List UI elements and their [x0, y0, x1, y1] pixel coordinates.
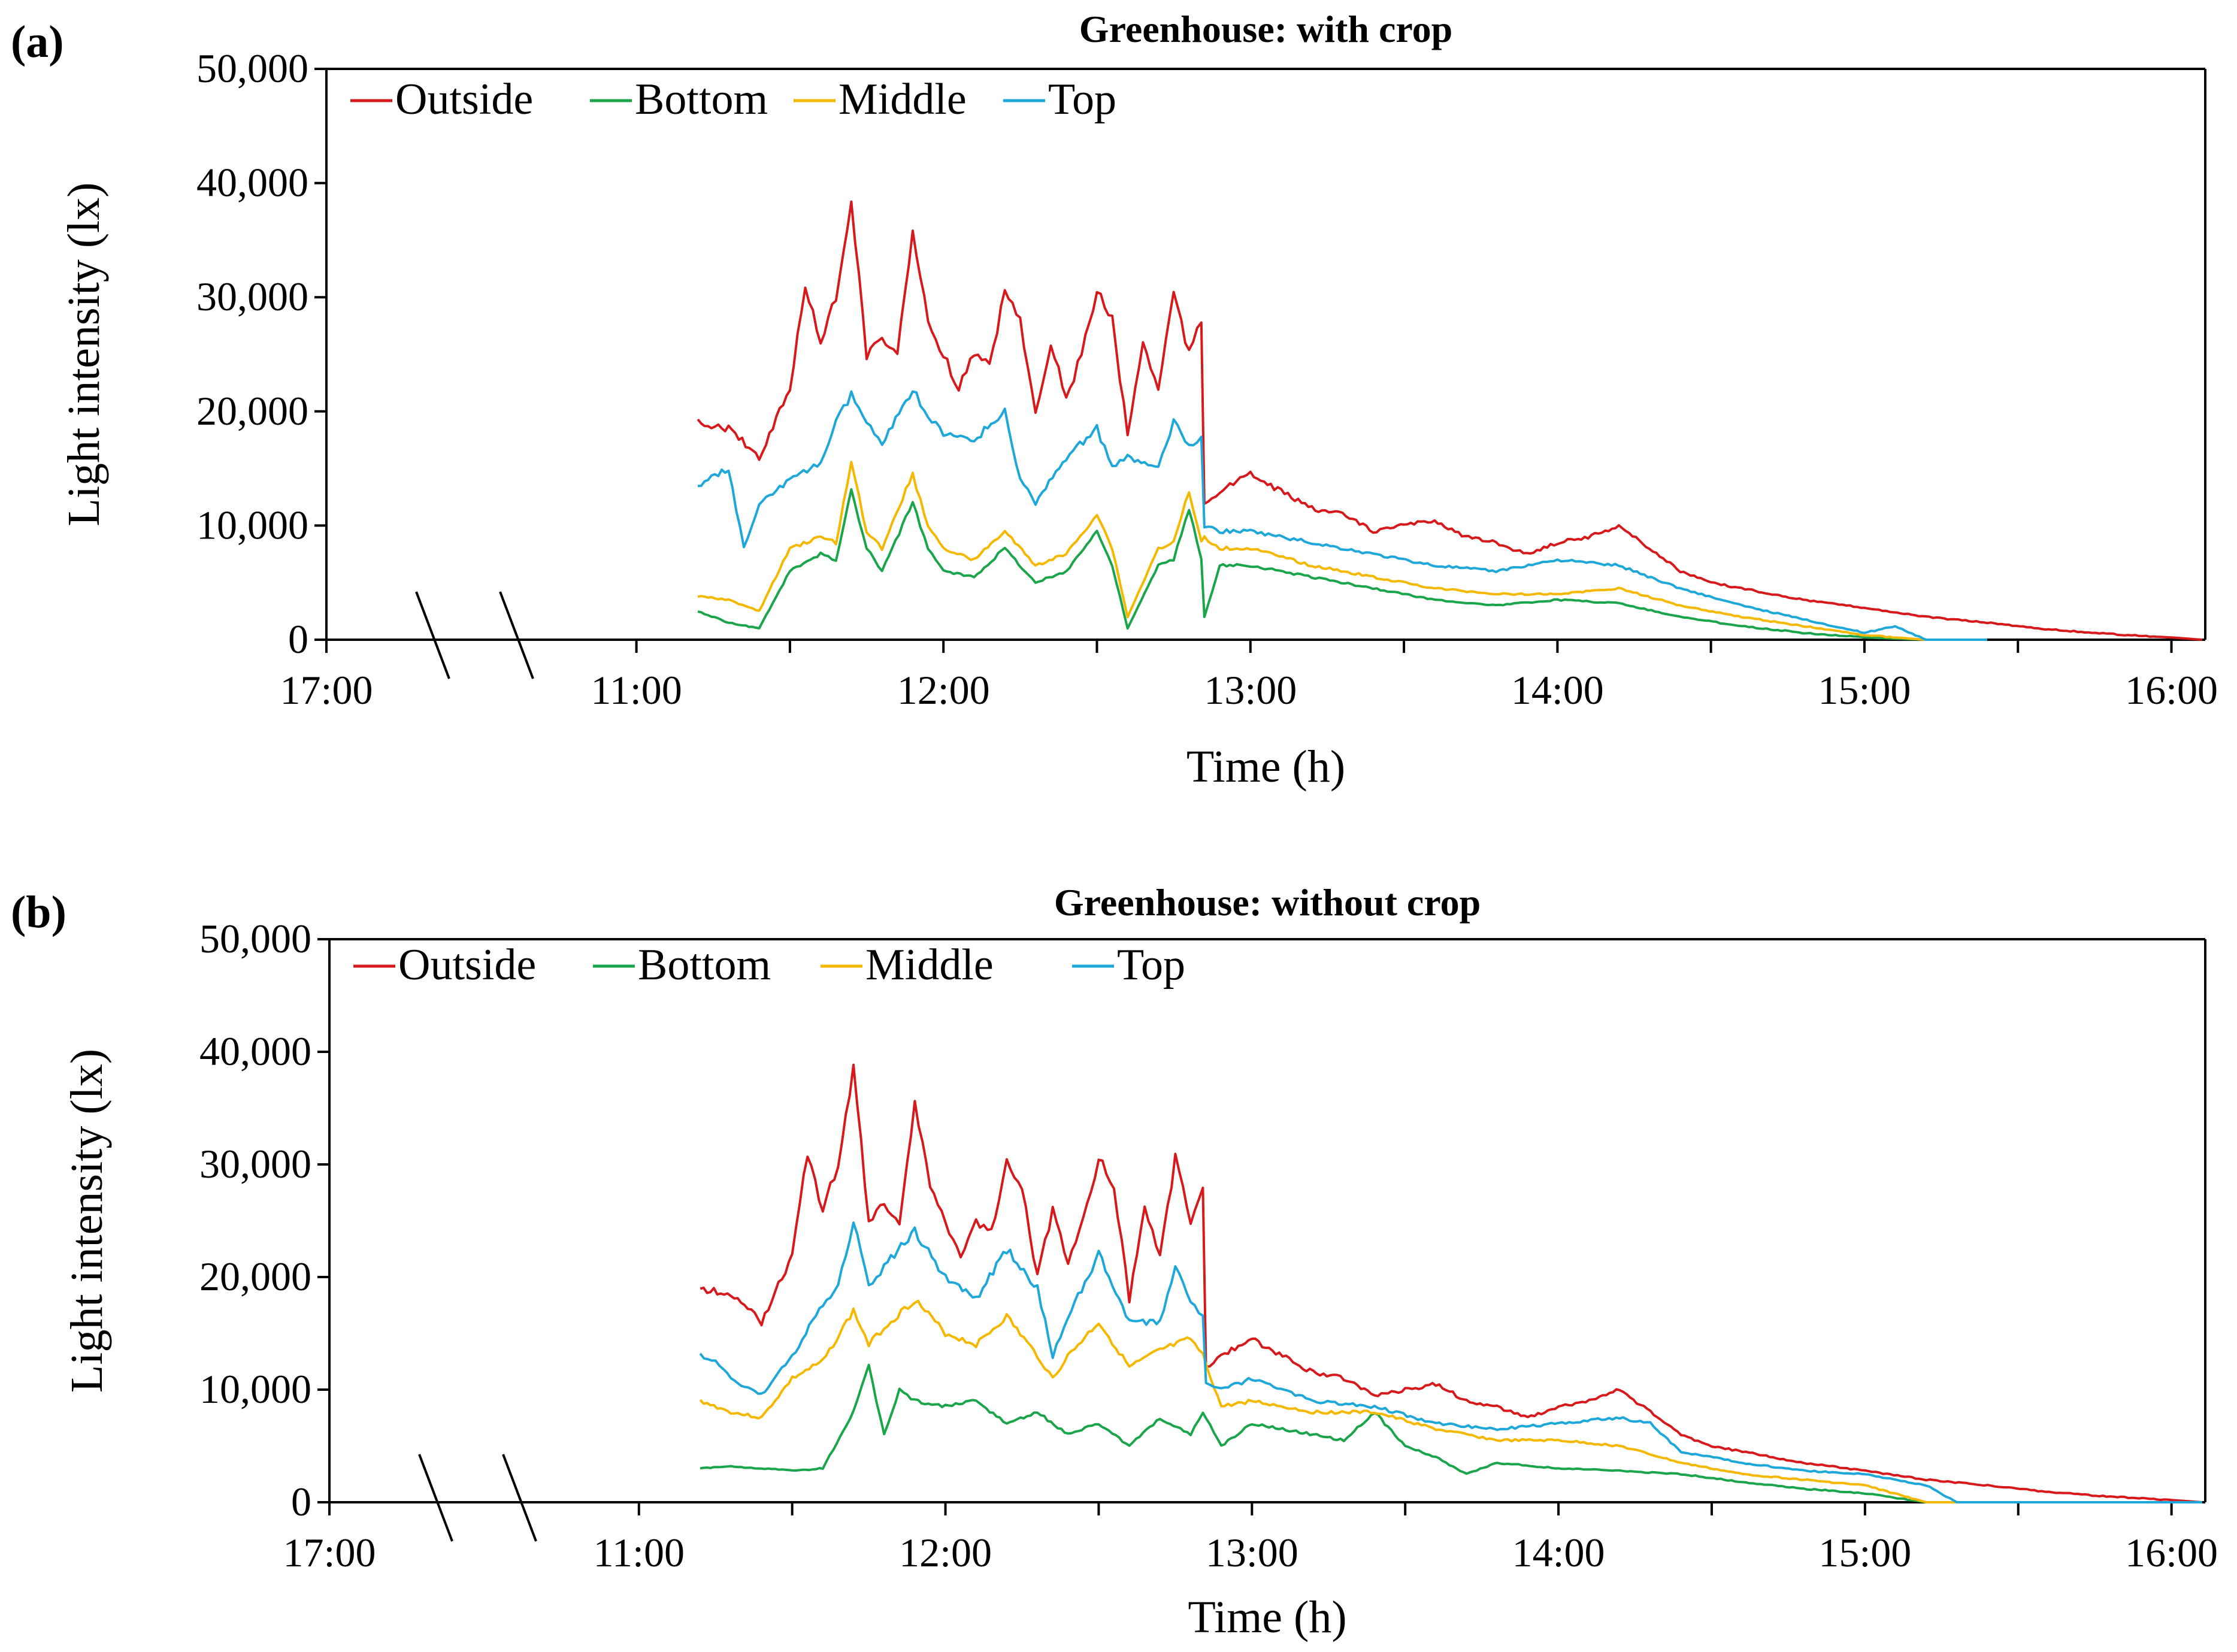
- series-line-middle: [697, 461, 1987, 641]
- series-line-bottom: [700, 1363, 1957, 1503]
- series-line-outside: [697, 200, 2202, 641]
- panel-a: (a) Greenhouse: with crop 0 10,000 20,000 30,…: [11, 8, 2218, 792]
- chart-title: Greenhouse: without crop: [1054, 881, 1481, 924]
- x-tick-label: 15:00: [1818, 667, 1911, 713]
- legend-label-top: Top: [1048, 75, 1116, 124]
- y-tick-label: 20,000: [199, 1254, 311, 1299]
- series-line-middle: [699, 1299, 1957, 1503]
- y-tick-label: 40,000: [199, 1028, 311, 1074]
- y-tick-label: 0: [288, 616, 308, 662]
- x-axis-title: Time (h): [1186, 742, 1345, 792]
- y-tick-label: 40,000: [196, 160, 308, 205]
- x-tick-label: 14:00: [1512, 1530, 1605, 1575]
- y-tick-label: 30,000: [196, 274, 308, 319]
- series-line-bottom: [697, 488, 1987, 641]
- legend-label-bottom: Bottom: [638, 940, 771, 990]
- chart-title: Greenhouse: with crop: [1079, 8, 1452, 50]
- x-tick-label: 17:00: [283, 1530, 376, 1575]
- series-line-outside: [700, 1063, 2202, 1503]
- series-line-top: [699, 1221, 2202, 1503]
- y-tick-label: 10,000: [196, 502, 308, 547]
- y-tick-label: 10,000: [199, 1366, 311, 1412]
- y-tick-label: 50,000: [196, 46, 308, 91]
- x-tick-label: 12:00: [899, 1530, 992, 1575]
- axis-break-mark: [502, 1454, 537, 1542]
- series-line-top: [698, 390, 1987, 641]
- x-tick-label: 16:00: [2125, 1530, 2218, 1575]
- y-tick-label: 30,000: [199, 1141, 311, 1187]
- panel-label: (a): [11, 17, 64, 67]
- x-tick-label: 15:00: [1818, 1530, 1911, 1575]
- legend-label-middle: Middle: [865, 940, 994, 990]
- axis-break-mark: [415, 591, 450, 679]
- panel-b: (b) Greenhouse: without crop 0 10,000 20,000…: [11, 881, 2218, 1642]
- x-tick-label: 14:00: [1511, 667, 1604, 713]
- x-tick-label: 13:00: [1206, 1530, 1298, 1575]
- panel-label: (b): [11, 887, 66, 937]
- x-tick-label: 11:00: [594, 1530, 685, 1575]
- legend-label-outside: Outside: [395, 75, 533, 124]
- x-tick-label: 11:00: [591, 667, 682, 713]
- y-axis-title: Light intensity (lx): [62, 1049, 112, 1393]
- axis-break-mark: [499, 591, 534, 679]
- legend-label-middle: Middle: [839, 75, 967, 124]
- legend-label-bottom: Bottom: [635, 75, 768, 124]
- y-axis-title: Light intensity (lx): [59, 182, 109, 526]
- legend-label-outside: Outside: [398, 940, 536, 990]
- x-tick-label: 13:00: [1204, 667, 1297, 713]
- x-axis-title: Time (h): [1188, 1592, 1346, 1642]
- legend-label-top: Top: [1117, 940, 1185, 990]
- axis-break-mark: [418, 1454, 453, 1542]
- y-tick-label: 20,000: [196, 388, 308, 434]
- x-tick-label: 17:00: [280, 667, 373, 713]
- y-tick-label: 50,000: [199, 916, 311, 961]
- y-tick-label: 0: [291, 1479, 311, 1524]
- x-tick-label: 16:00: [2125, 667, 2218, 713]
- x-tick-label: 12:00: [897, 667, 990, 713]
